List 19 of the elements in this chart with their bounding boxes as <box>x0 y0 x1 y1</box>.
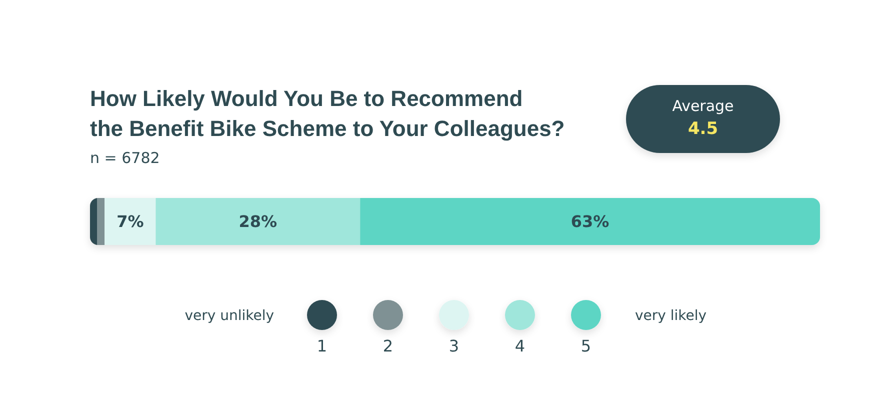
text: very likely <box>635 308 707 324</box>
bar <box>90 198 98 245</box>
text: Average <box>672 97 734 115</box>
legend-label: 4 <box>514 336 526 356</box>
bar <box>97 198 105 245</box>
bar <box>360 198 820 245</box>
text: 4.5 <box>688 119 718 139</box>
data-label: 7% <box>116 212 144 232</box>
legend-label: 5 <box>580 336 592 356</box>
legend-label: 1 <box>316 336 328 356</box>
text: very unlikely <box>184 308 274 324</box>
legend-label: 2 <box>382 336 394 356</box>
chart-subtitle: n = 6782 <box>90 149 160 167</box>
bar <box>156 198 360 245</box>
data-label: 63% <box>570 212 610 232</box>
bar <box>104 198 156 245</box>
data-label: 28% <box>238 212 278 232</box>
legend-label: 3 <box>448 336 460 356</box>
chart-title: How Likely Would You Be to Recommend the Benefit Bike Scheme to Your Colleagues? <box>90 86 565 141</box>
